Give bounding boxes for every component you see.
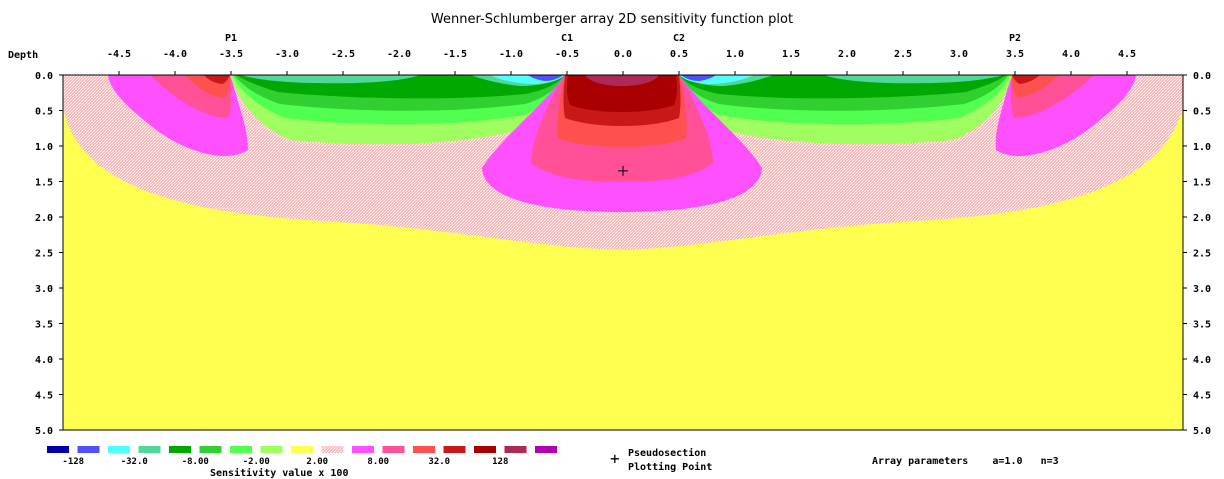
legend-swatch [413,446,435,453]
contour-blue-right [681,75,716,81]
y-tick-label-right: 0.5 [1193,107,1211,118]
electrode-labels: P1 C1 C2 P2 [225,33,1021,44]
y-tick-label-right: 0.0 [1193,71,1211,82]
x-tick-label: 3.5 [1006,49,1024,60]
legend-swatch [474,446,496,453]
x-tick-label: -3.0 [275,49,299,60]
x-tick-label: -4.5 [107,49,131,60]
y-tick-label-right: 3.0 [1193,284,1211,295]
legend-swatch [535,446,557,453]
legend-label: -8.00 [182,457,209,467]
legend-label: -128 [62,457,84,467]
x-tick-label: -4.0 [163,49,187,60]
legend-label: 8.00 [367,457,389,467]
legend-label: 128 [492,457,508,467]
legend-swatch [169,446,191,453]
pseudosection-caption-line2: Plotting Point [628,461,712,473]
legend-label: -32.0 [121,457,148,467]
y-tick-label-right: 2.0 [1193,213,1211,224]
y-tick-label-left: 0.0 [35,71,53,82]
x-tick-label: 1.5 [782,49,800,60]
legend-label: 2.00 [306,457,328,467]
y-tick-label-left: 5.0 [35,426,53,437]
x-tick-label: 1.0 [726,49,744,60]
legend-swatch [47,446,69,453]
x-tick-label: 2.5 [894,49,912,60]
y-tick-label-left: 1.0 [35,142,53,153]
electrode-label: P2 [1009,33,1021,44]
x-tick-label: -0.5 [555,49,579,60]
legend-swatch [138,446,161,453]
contour-maroon-center [566,75,678,112]
y-axis: 0.0 0.0 0.5 0.5 1.0 1.0 1.5 1.5 2.0 2.0 2.5 2.5 3.0 3… [35,71,1211,437]
y-tick-label-left: 4.5 [35,391,53,402]
y-tick-label-right: 1.5 [1193,178,1211,189]
legend-label: -2.00 [243,457,270,467]
y-tick-label-right: 5.0 [1193,426,1211,437]
y-tick-label-left: 3.0 [35,284,53,295]
electrode-label: C2 [673,33,685,44]
legend-swatch [230,446,252,453]
sensitivity-contours [63,75,1183,430]
y-tick-label-right: 4.0 [1193,355,1211,366]
legend-swatch [321,446,344,453]
contour-darkred-left [204,75,230,84]
electrode-label: C1 [561,33,573,44]
contour-blue-left [528,75,563,81]
y-tick-label-left: 2.0 [35,213,53,224]
x-axis: -4.5 -4.0 -3.5 -3.0 -2.5 -2.0 -1.5 -1.0 -0.5 0.0 0… [107,49,1136,75]
x-tick-label: -1.0 [499,49,523,60]
contour-teal-left [240,75,565,86]
plus-icon: + [610,449,620,468]
x-tick-label: 3.0 [950,49,968,60]
y-tick-label-left: 4.0 [35,355,53,366]
electrode-label: P1 [225,33,237,44]
y-tick-label-left: 1.5 [35,178,53,189]
x-tick-label: 2.0 [838,49,856,60]
legend-swatch [504,446,527,453]
contour-rose-center [585,75,659,86]
legend-swatch [199,446,222,453]
array-parameters: Array parameters a=1.0 n=3 [872,456,1059,467]
y-tick-label-right: 1.0 [1193,142,1211,153]
y-tick-label-right: 4.5 [1193,391,1211,402]
x-tick-label: -2.5 [331,49,355,60]
legend-swatch [260,446,283,453]
y-tick-label-left: 3.5 [35,320,53,331]
y-tick-label-right: 2.5 [1193,249,1211,260]
y-tick-label-right: 3.5 [1193,320,1211,331]
color-legend: -128 -32.0 -8.00 -2.00 2.00 8.00 32.0 128 [47,446,557,467]
x-tick-label: -1.5 [443,49,467,60]
legend-swatch [77,446,100,453]
legend-swatch [108,446,130,453]
pseudosection-caption-line1: Pseudosection [628,447,706,459]
x-tick-label: 0.0 [614,49,632,60]
legend-title: Sensitivity value x 100 [210,467,348,479]
legend-swatch [443,446,466,453]
y-axis-label: Depth [8,50,38,61]
contour-teal-right [679,75,1004,86]
legend-swatch [352,446,374,453]
y-tick-label-left: 0.5 [35,107,53,118]
x-tick-label: -2.0 [387,49,411,60]
x-tick-label: -3.5 [219,49,243,60]
legend-swatch [291,446,313,453]
pseudosection-point-marker [618,165,628,176]
contour-darkred-right [1012,75,1040,84]
legend-swatch [382,446,405,453]
legend-label: 32.0 [428,457,450,467]
chart-title: Wenner-Schlumberger array 2D sensitivity… [431,12,793,27]
y-tick-label-left: 2.5 [35,249,53,260]
x-tick-label: 4.0 [1062,49,1080,60]
x-tick-label: 0.5 [670,49,688,60]
x-tick-label: 4.5 [1118,49,1136,60]
